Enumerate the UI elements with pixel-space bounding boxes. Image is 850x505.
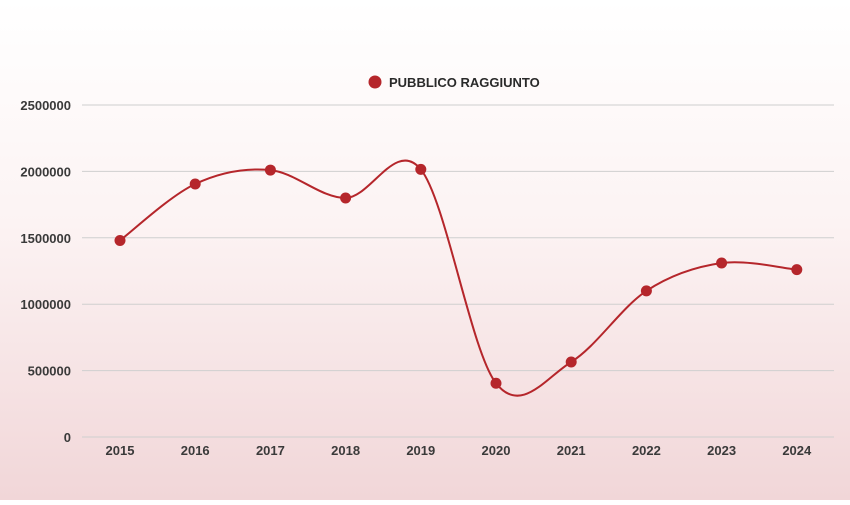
y-tick-label: 2500000 bbox=[20, 98, 71, 113]
x-tick-label: 2018 bbox=[331, 443, 360, 458]
data-point-2021[interactable] bbox=[565, 356, 577, 368]
data-point-2022[interactable] bbox=[640, 285, 652, 297]
y-tick-label: 2000000 bbox=[20, 164, 71, 179]
x-tick-label: 2023 bbox=[707, 443, 736, 458]
y-axis: 0 500000 1000000 1500000 2000000 2500000 bbox=[20, 98, 71, 445]
data-point-2023[interactable] bbox=[716, 257, 728, 269]
series-layer bbox=[114, 159, 803, 397]
data-point-2020[interactable] bbox=[490, 377, 502, 389]
x-tick-label: 2016 bbox=[181, 443, 210, 458]
x-tick-label: 2021 bbox=[557, 443, 586, 458]
x-tick-label: 2024 bbox=[782, 443, 812, 458]
x-tick-label: 2020 bbox=[482, 443, 511, 458]
data-point-2017[interactable] bbox=[264, 164, 276, 176]
y-tick-label: 1500000 bbox=[20, 231, 71, 246]
data-point-2018[interactable] bbox=[340, 192, 352, 204]
data-point-2019[interactable] bbox=[415, 163, 427, 175]
x-tick-label: 2017 bbox=[256, 443, 285, 458]
data-point-2024[interactable] bbox=[791, 264, 803, 276]
data-point-2016[interactable] bbox=[189, 178, 201, 190]
y-tick-label: 1000000 bbox=[20, 297, 71, 312]
gridlines bbox=[82, 104, 834, 438]
x-axis: 2015 2016 2017 2018 2019 2020 2021 2022 2023 2024 bbox=[106, 443, 812, 458]
series-line bbox=[119, 159, 797, 397]
legend-swatch[interactable] bbox=[368, 75, 382, 89]
data-point-2015[interactable] bbox=[114, 234, 126, 246]
legend: PUBBLICO RAGGIUNTO bbox=[368, 75, 540, 90]
x-tick-label: 2015 bbox=[106, 443, 135, 458]
y-tick-label: 0 bbox=[64, 430, 71, 445]
x-tick-label: 2019 bbox=[406, 443, 435, 458]
x-tick-label: 2022 bbox=[632, 443, 661, 458]
y-tick-label: 500000 bbox=[28, 364, 71, 379]
legend-label[interactable]: PUBBLICO RAGGIUNTO bbox=[389, 75, 540, 90]
